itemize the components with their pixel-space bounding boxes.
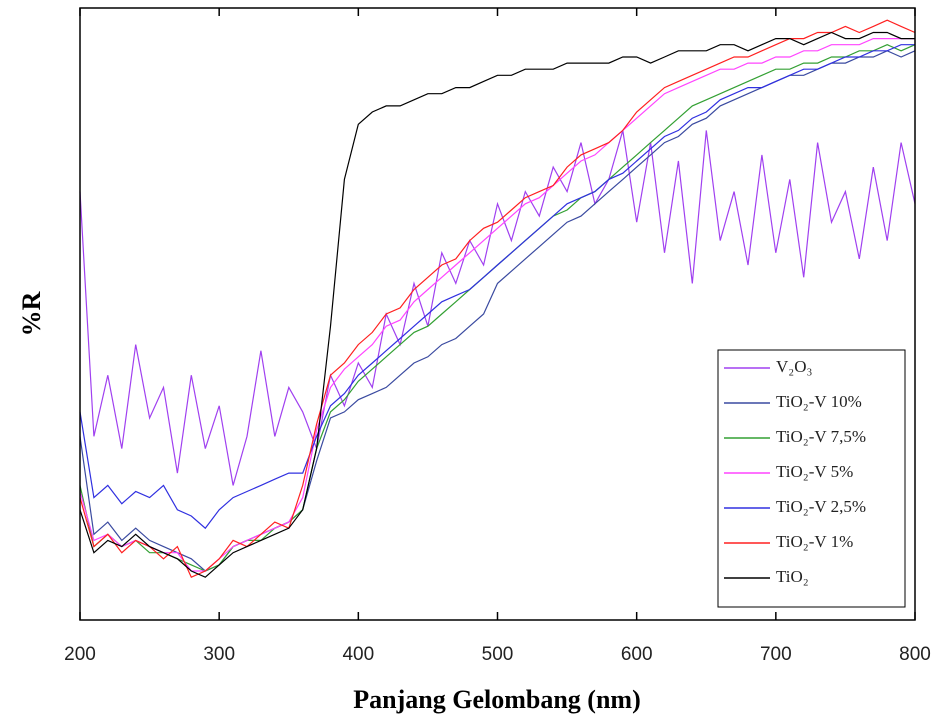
legend-box [717, 349, 906, 608]
legend-label: TiO₂-V 5% [776, 462, 853, 481]
legend-label: TiO₂-V 7,5% [776, 427, 866, 446]
x-tick-label: 500 [482, 644, 514, 665]
legend-label: TiO₂-V 10% [776, 392, 862, 411]
legend: V₂O₃ TiO₂-V 10% TiO₂-V 7,5% TiO₂-V 5% TiO₂-V… [717, 349, 906, 608]
legend-label: TiO₂-V 1% [776, 532, 853, 551]
x-tick-label: 700 [760, 644, 792, 665]
legend-label: V₂O₃ [776, 357, 812, 376]
y-axis-label: %R [17, 291, 46, 336]
series-line [79, 19, 916, 578]
legend-label: TiO₂-V 2,5% [776, 497, 866, 516]
x-tick-label: 400 [342, 644, 374, 665]
series-line [79, 31, 915, 578]
series-line [79, 130, 916, 486]
plot-area [79, 19, 916, 578]
legend-label: TiO₂ [776, 567, 809, 586]
series-line [79, 44, 915, 530]
x-tick-label: 600 [621, 644, 653, 665]
x-tick-label: 800 [899, 644, 931, 665]
x-axis-label: Panjang Gelombang (nm) [353, 685, 640, 714]
x-tick-label: 300 [203, 644, 235, 665]
x-tick-label: 200 [64, 644, 96, 665]
